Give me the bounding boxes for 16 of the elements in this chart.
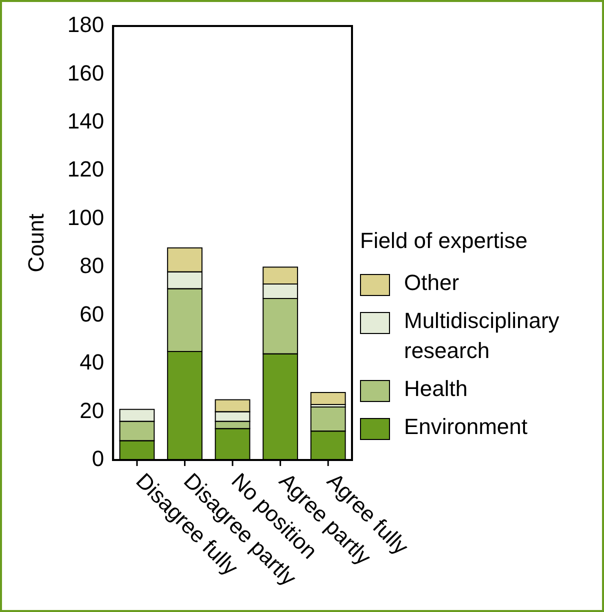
y-tick-label: 140 xyxy=(67,108,104,134)
y-tick-label: 20 xyxy=(80,398,104,423)
y-tick-label: 60 xyxy=(80,301,104,326)
y-tick-label: 180 xyxy=(67,12,104,38)
y-tick-label: 120 xyxy=(67,156,104,182)
y-tick-label: 100 xyxy=(67,204,104,230)
y-tick-label: 0 xyxy=(92,446,104,472)
legend-title: Field of expertise xyxy=(360,228,529,254)
y-axis-title: Count xyxy=(23,214,48,272)
y-tick-label: 160 xyxy=(67,60,104,86)
y-tick-label: 40 xyxy=(80,350,104,375)
legend-label: Other xyxy=(404,269,460,297)
legend-label: Health xyxy=(404,375,468,403)
legend-label: Multidisciplinary research xyxy=(404,307,560,365)
legend-label: Environment xyxy=(404,413,528,441)
y-tick-label: 80 xyxy=(80,253,104,278)
